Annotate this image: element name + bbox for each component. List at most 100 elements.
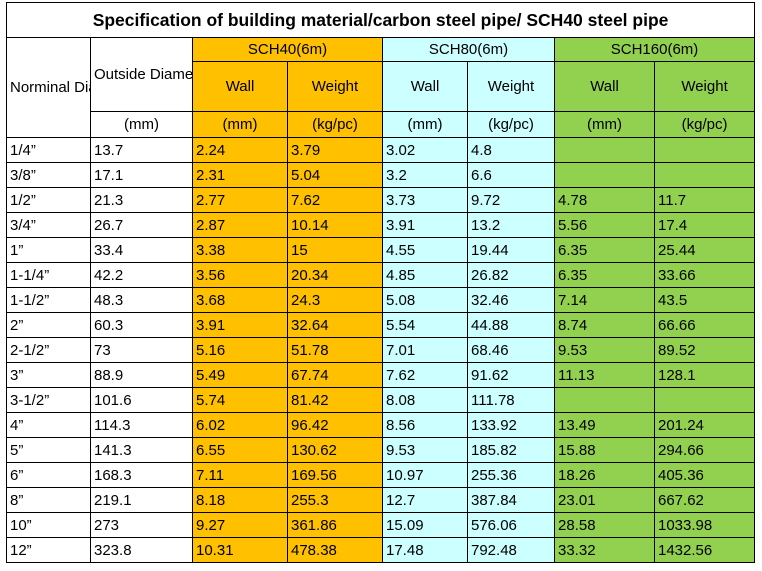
data-row: 3-1/2” 101.6 5.74 81.42 8.08 111.78	[6, 387, 756, 413]
data-cell: 201.24	[653, 412, 756, 438]
data-cell: 18.26	[554, 462, 655, 488]
data-cell: 21.3	[90, 187, 193, 213]
data-cell: 2.77	[192, 187, 288, 213]
data-cell: 25.44	[653, 237, 756, 263]
unit-label: (mm)	[382, 111, 468, 138]
data-cell	[653, 387, 756, 413]
title-row: Specification of building material/carbo…	[5, 2, 756, 38]
data-cell: 168.3	[90, 462, 193, 488]
units-row: (mm) (mm) (kg/pc) (mm) (kg/pc) (mm) (kg/pc)	[7, 111, 756, 138]
data-cell: 2.87	[192, 212, 288, 238]
data-cell: 323.8	[90, 537, 193, 563]
data-cell: 10.14	[287, 212, 383, 238]
data-cell: 13.49	[554, 412, 655, 438]
data-cell: 7.62	[382, 362, 468, 388]
data-cell: 3.91	[192, 312, 288, 338]
data-cell	[554, 137, 655, 163]
data-cell: 91.62	[467, 362, 555, 388]
data-cell: 88.9	[90, 362, 193, 388]
data-cell: 3.79	[287, 137, 383, 163]
data-cell: 33.32	[554, 537, 655, 563]
data-cell: 11.13	[554, 362, 655, 388]
data-cell: 185.82	[467, 437, 555, 463]
data-row: 5” 141.3 6.55 130.62 9.53 185.82 15.88 294.66	[6, 437, 756, 463]
data-cell: 3.38	[192, 237, 288, 263]
subheader: Weight	[467, 61, 555, 112]
data-cell: 5.49	[192, 362, 288, 388]
data-cell: 26.7	[90, 212, 193, 238]
nominal-size: 3-1/2”	[6, 387, 91, 413]
data-cell: 5.74	[192, 387, 288, 413]
data-cell: 17.4	[653, 212, 756, 238]
data-cell: 96.42	[287, 412, 383, 438]
data-cell: 51.78	[287, 337, 383, 363]
data-cell: 42.2	[90, 262, 193, 288]
data-cell: 3.56	[192, 262, 288, 288]
group-header: SCH80(6m)	[382, 37, 555, 62]
data-cell: 8.08	[382, 387, 468, 413]
data-cell: 111.78	[467, 387, 555, 413]
data-cell: 2.31	[192, 162, 288, 188]
data-cell: 23.01	[554, 487, 655, 513]
data-row: 1/2” 21.3 2.77 7.62 3.73 9.72 4.78 11.7	[6, 187, 756, 213]
data-cell: 6.35	[554, 237, 655, 263]
data-cell: 68.46	[467, 337, 555, 363]
data-cell: 17.48	[382, 537, 468, 563]
data-cell: 169.56	[287, 462, 383, 488]
data-row: 2-1/2” 73 5.16 51.78 7.01 68.46 9.53 89.52	[6, 337, 756, 363]
data-cell: 478.38	[287, 537, 383, 563]
data-row: 1/4” 13.7 2.24 3.79 3.02 4.8	[6, 137, 756, 163]
data-cell	[554, 162, 655, 188]
outside-header: Outside Diameter	[90, 37, 193, 112]
nominal-size: 1/2”	[6, 187, 91, 213]
data-cell: 294.66	[653, 437, 756, 463]
nominal-size: 2”	[6, 312, 91, 338]
nominal-size: 1/4”	[6, 137, 91, 163]
data-cell: 1033.98	[653, 512, 756, 538]
data-cell: 8.56	[382, 412, 468, 438]
unit-label: (mm)	[90, 111, 193, 138]
data-cell: 273	[90, 512, 193, 538]
data-row: 4” 114.3 6.02 96.42 8.56 133.92 13.49 201.24	[6, 412, 756, 438]
data-row: 1-1/2” 48.3 3.68 24.3 5.08 32.46 7.14 43.5	[6, 287, 756, 313]
data-cell: 133.92	[467, 412, 555, 438]
unit-label: (kg/pc)	[467, 111, 555, 138]
unit-label: (kg/pc)	[653, 111, 756, 138]
data-cell: 128.1	[653, 362, 756, 388]
data-cell: 6.55	[192, 437, 288, 463]
data-row: 10” 273 9.27 361.86 15.09 576.06 28.58 1033.98	[6, 512, 756, 538]
subheader: Weight	[287, 61, 383, 112]
data-cell: 48.3	[90, 287, 193, 313]
data-cell: 5.08	[382, 287, 468, 313]
data-cell: 6.35	[554, 262, 655, 288]
data-cell: 7.62	[287, 187, 383, 213]
data-cell: 2.24	[192, 137, 288, 163]
data-cell: 9.72	[467, 187, 555, 213]
group-header-row: Norminal DiameterOutside DiameterSCH40(6…	[6, 37, 756, 138]
data-cell: 12.7	[382, 487, 468, 513]
subheader: Wall	[192, 61, 288, 112]
data-cell: 15.88	[554, 437, 655, 463]
data-row: 1” 33.4 3.38 15 4.55 19.44 6.35 25.44	[6, 237, 756, 263]
data-cell: 8.74	[554, 312, 655, 338]
data-cell: 130.62	[287, 437, 383, 463]
data-cell: 114.3	[90, 412, 193, 438]
data-row: 1-1/4” 42.2 3.56 20.34 4.85 26.82 6.35 33.66	[6, 262, 756, 288]
data-cell: 6.6	[467, 162, 555, 188]
data-row: 2” 60.3 3.91 32.64 5.54 44.88 8.74 66.66	[6, 312, 756, 338]
data-cell: 13.2	[467, 212, 555, 238]
nominal-size: 8”	[6, 487, 91, 513]
data-cell: 3.91	[382, 212, 468, 238]
data-cell: 3.2	[382, 162, 468, 188]
data-cell: 255.3	[287, 487, 383, 513]
subheader: Wall	[554, 61, 655, 112]
nominal-size: 5”	[6, 437, 91, 463]
data-cell: 141.3	[90, 437, 193, 463]
data-row: 8” 219.1 8.18 255.3 12.7 387.84 23.01 667.62	[6, 487, 756, 513]
data-cell: 5.56	[554, 212, 655, 238]
data-cell: 33.66	[653, 262, 756, 288]
data-cell: 11.7	[653, 187, 756, 213]
data-cell: 17.1	[90, 162, 193, 188]
data-cell: 13.7	[90, 137, 193, 163]
data-row: 12” 323.8 10.31 478.38 17.48 792.48 33.32 1432.…	[6, 537, 756, 563]
